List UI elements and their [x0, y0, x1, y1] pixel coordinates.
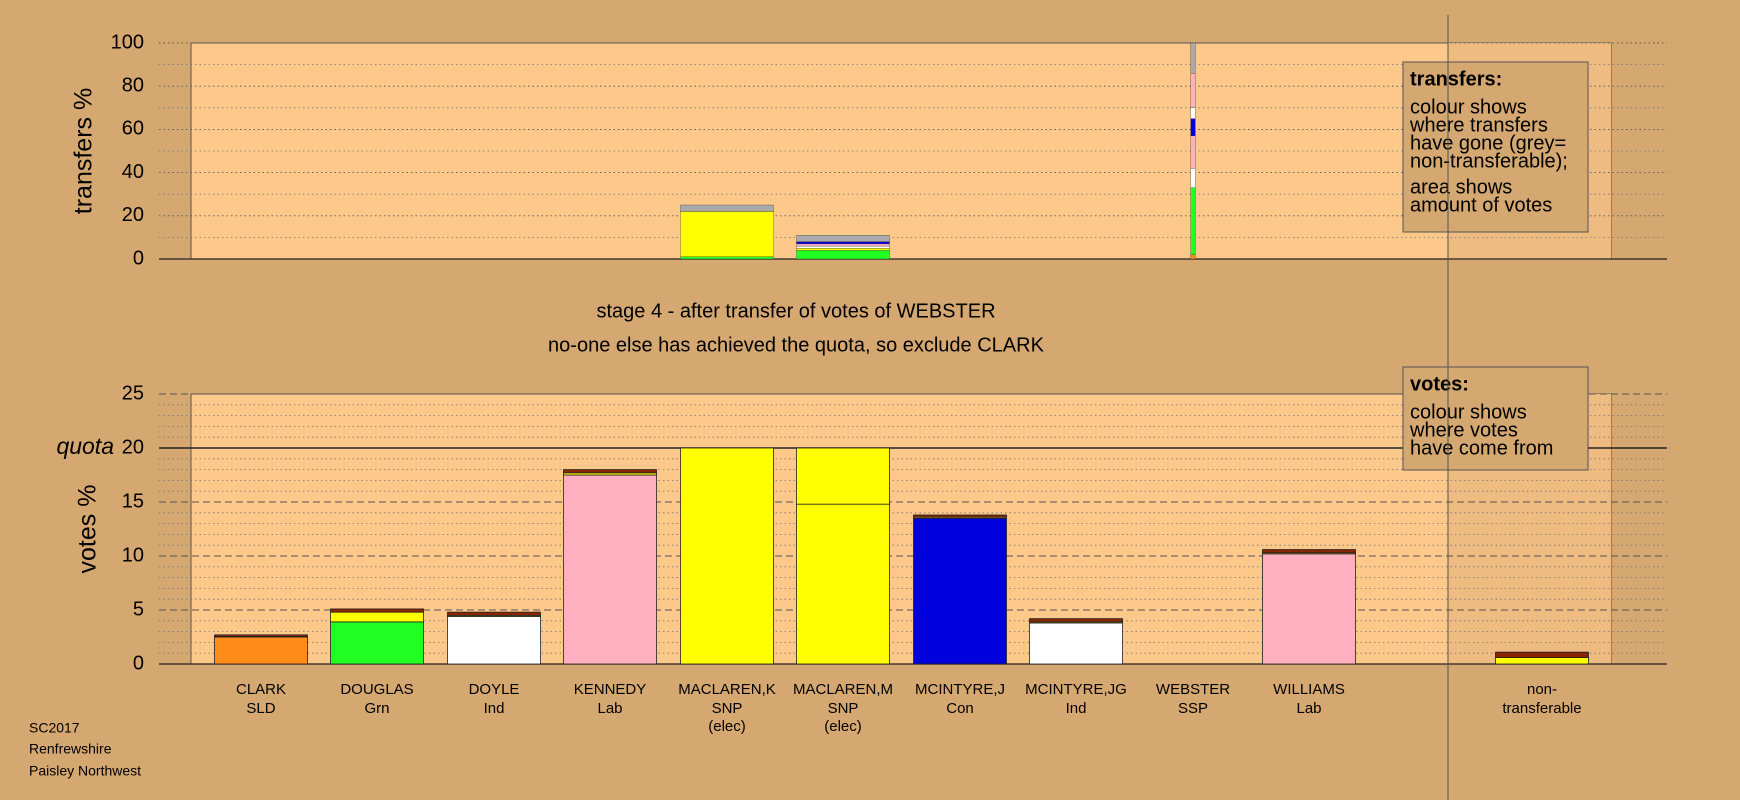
bar-segment	[1262, 549, 1356, 554]
bar-segment	[796, 241, 890, 245]
bar-segment	[796, 245, 890, 249]
y-tick-label: 20	[122, 204, 144, 226]
note-box	[1402, 61, 1589, 233]
y-tick-label: 40	[122, 161, 144, 183]
bar-segment	[563, 469, 657, 474]
bar-segment	[447, 616, 541, 665]
bar-segment	[913, 517, 1007, 665]
y-tick-label: 0	[133, 247, 144, 269]
bar-segment	[680, 447, 774, 665]
note-text: area shows	[1410, 176, 1512, 198]
note-text: colour shows	[1410, 96, 1527, 118]
y-tick-label: 20	[122, 436, 144, 458]
bar-segment	[1029, 622, 1123, 665]
note-title: transfers:	[1410, 68, 1502, 90]
note-text: where transfers	[1409, 114, 1548, 136]
quota-label: quota	[56, 433, 114, 459]
bar-segment	[1190, 254, 1196, 260]
x-tick-party: transferable	[1502, 700, 1581, 717]
y-tick-label: 60	[122, 118, 144, 140]
y-tick-label: 25	[122, 382, 144, 404]
x-tick-label: non-	[1527, 681, 1557, 698]
bar-segment	[330, 608, 424, 613]
bar-segment	[1029, 618, 1123, 623]
bar-segment	[330, 611, 424, 623]
x-tick-party: Lab	[1296, 700, 1321, 717]
y-tick-label: 100	[111, 31, 144, 53]
bar-segment	[1495, 657, 1589, 665]
y-tick-label: 80	[122, 74, 144, 96]
y-tick-label: 5	[133, 598, 144, 620]
bar-segment	[796, 248, 890, 251]
note-text: where votes	[1409, 419, 1518, 441]
y-axis-label: transfers %	[70, 88, 98, 214]
x-tick-party: Ind	[1066, 700, 1087, 717]
x-tick-label: MACLAREN,M	[793, 681, 893, 698]
x-tick-label: WILLIAMS	[1273, 681, 1345, 698]
x-tick-label: MCINTYRE,J	[915, 681, 1005, 698]
x-tick-party: SNP	[828, 700, 859, 717]
note-text: have come from	[1410, 437, 1553, 459]
x-tick-party: Lab	[597, 700, 622, 717]
note-text: amount of votes	[1410, 194, 1552, 216]
bar-segment	[1495, 651, 1589, 658]
y-axis-label: votes %	[74, 485, 102, 574]
bar-segment	[447, 611, 541, 616]
x-tick-note: (elec)	[824, 718, 862, 735]
bar-segment	[563, 474, 657, 665]
footer: Renfrewshire	[29, 741, 112, 757]
bar-segment	[680, 256, 774, 260]
x-tick-label: MACLAREN,K	[678, 681, 776, 698]
x-tick-note: (elec)	[708, 718, 746, 735]
bar-segment	[796, 235, 890, 242]
bar-segment	[214, 634, 308, 637]
bar-segment	[1190, 107, 1196, 119]
note-title: votes:	[1410, 373, 1469, 395]
note-text: have gone (grey=	[1410, 132, 1566, 154]
bar-segment	[1190, 135, 1196, 169]
x-tick-label: KENNEDY	[574, 681, 647, 698]
bar-segment	[1190, 187, 1196, 255]
bar-segment	[1190, 118, 1196, 137]
bar-segment	[1262, 553, 1356, 665]
bar-segment	[680, 211, 774, 257]
bar-segment	[796, 447, 890, 505]
bar-segment	[330, 621, 424, 665]
caption: stage 4 - after transfer of votes of WEB…	[596, 300, 995, 322]
x-tick-party: Ind	[484, 700, 505, 717]
caption: no-one else has achieved the quota, so e…	[548, 334, 1045, 356]
bar-segment	[796, 250, 890, 260]
x-tick-label: MCINTYRE,JG	[1025, 681, 1127, 698]
x-tick-party: SLD	[246, 700, 275, 717]
x-tick-party: SNP	[712, 700, 743, 717]
x-tick-label: DOYLE	[469, 681, 520, 698]
y-tick-label: 0	[133, 652, 144, 674]
note-text: colour shows	[1410, 401, 1527, 423]
x-tick-party: Con	[946, 700, 974, 717]
bar-segment	[214, 636, 308, 665]
note-box	[1402, 366, 1589, 471]
x-tick-label: CLARK	[236, 681, 286, 698]
x-tick-party: SSP	[1178, 700, 1208, 717]
bar-segment	[1190, 73, 1196, 108]
plot-panel	[190, 393, 1612, 665]
bar-segment	[913, 514, 1007, 518]
x-tick-label: DOUGLAS	[340, 681, 413, 698]
footer: Paisley Northwest	[29, 763, 141, 779]
y-tick-label: 15	[122, 490, 144, 512]
bar-segment	[1190, 42, 1196, 74]
bar-segment	[796, 243, 890, 247]
bar-segment	[680, 204, 774, 212]
note-text: non-transferable);	[1410, 150, 1568, 172]
bar-segment	[1190, 168, 1196, 188]
bar-segment	[796, 503, 890, 665]
footer: SC2017	[29, 720, 80, 736]
y-tick-label: 10	[122, 544, 144, 566]
x-tick-party: Grn	[364, 700, 389, 717]
x-tick-label: WEBSTER	[1156, 681, 1230, 698]
